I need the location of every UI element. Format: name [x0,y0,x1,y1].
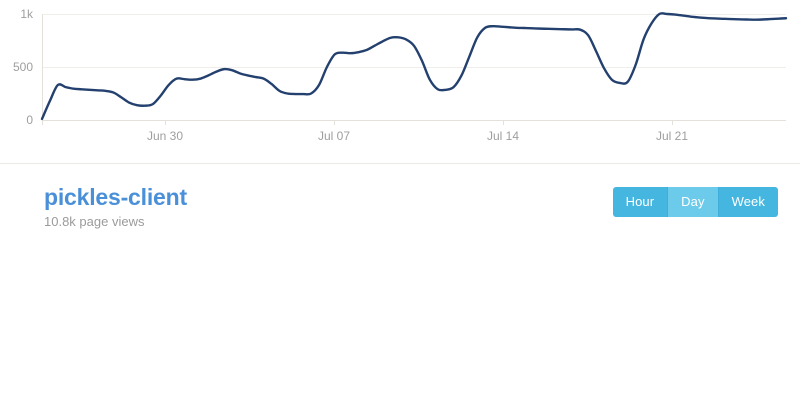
overview-chart-container[interactable]: 0 500 1k Jun 30 Jul 07 Jul 14 Jul 21 [0,0,800,150]
x-tick-label: Jun 30 [147,129,183,143]
page-views-count: 10.8k page views [44,214,145,229]
page-title: pickles-client [44,184,187,210]
y-tick-label: 0 [26,113,33,127]
range-button-week[interactable]: Week [718,187,778,217]
y-axis-labels: 0 500 1k [13,7,34,127]
x-axis-labels: Jun 30 Jul 07 Jul 14 Jul 21 [147,129,688,143]
y-tick-label: 1k [20,7,34,21]
range-selector[interactable]: Hour Day Week [612,187,778,217]
x-tick-label: Jul 07 [318,129,350,143]
x-tick-label: Jul 14 [487,129,519,143]
detail-panel: pickles-client 10.8k page views Hour Day… [0,164,800,400]
data-series-line [40,12,788,121]
panel-divider [0,163,800,164]
x-axis-ticks [42,14,673,125]
overview-chart-svg[interactable]: 0 500 1k Jun 30 Jul 07 Jul 14 Jul 21 [0,0,800,150]
overview-panel: 0 500 1k Jun 30 Jul 07 Jul 14 Jul 21 [0,0,800,164]
y-tick-label: 500 [13,60,33,74]
header-text-block: pickles-client 10.8k page views [44,184,187,230]
range-button-hour[interactable]: Hour [612,187,669,217]
range-button-day[interactable]: Day [668,187,719,217]
x-tick-label: Jul 21 [656,129,688,143]
chart-header: pickles-client 10.8k page views Hour Day… [0,176,800,236]
